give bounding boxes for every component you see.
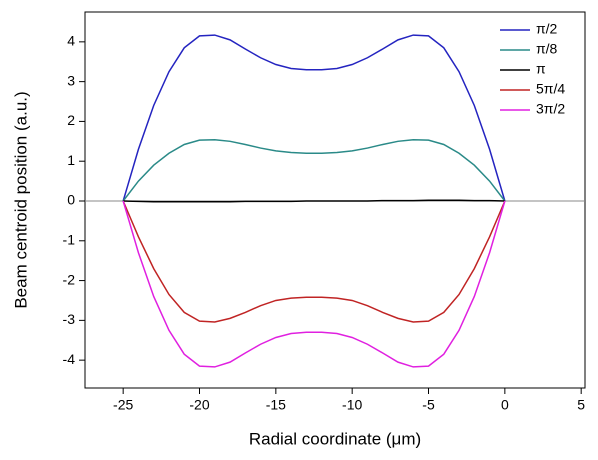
x-tick-label: 5 xyxy=(577,397,585,413)
y-tick-label: 3 xyxy=(67,72,75,88)
x-tick-label: -25 xyxy=(113,397,133,413)
x-tick-label: -15 xyxy=(266,397,286,413)
y-tick-label: 2 xyxy=(67,112,75,128)
legend-label: 5π/4 xyxy=(536,81,565,97)
x-tick-label: -20 xyxy=(189,397,209,413)
legend-label: π/8 xyxy=(536,41,558,57)
x-tick-label: -5 xyxy=(422,397,435,413)
legend-label: 3π/2 xyxy=(536,101,565,117)
y-tick-label: 4 xyxy=(67,33,75,49)
x-tick-label: 0 xyxy=(501,397,509,413)
y-tick-label: 0 xyxy=(67,192,75,208)
legend-label: π/2 xyxy=(536,21,558,37)
y-tick-label: -3 xyxy=(63,311,76,327)
x-tick-label: -10 xyxy=(342,397,362,413)
series-line xyxy=(122,200,506,323)
legend-label: π xyxy=(536,61,546,77)
plot-frame xyxy=(84,11,586,389)
y-axis-label: Beam centroid position (a.u.) xyxy=(11,91,30,308)
series-line xyxy=(122,200,506,368)
series-line xyxy=(122,34,506,202)
x-axis-label: Radial coordinate (μm) xyxy=(249,429,421,448)
series-line xyxy=(123,199,505,203)
y-tick-label: -4 xyxy=(63,351,76,367)
y-tick-label: -1 xyxy=(63,231,76,247)
y-tick-label: -2 xyxy=(63,271,76,287)
y-tick-label: 1 xyxy=(67,152,75,168)
series-line xyxy=(122,138,506,202)
